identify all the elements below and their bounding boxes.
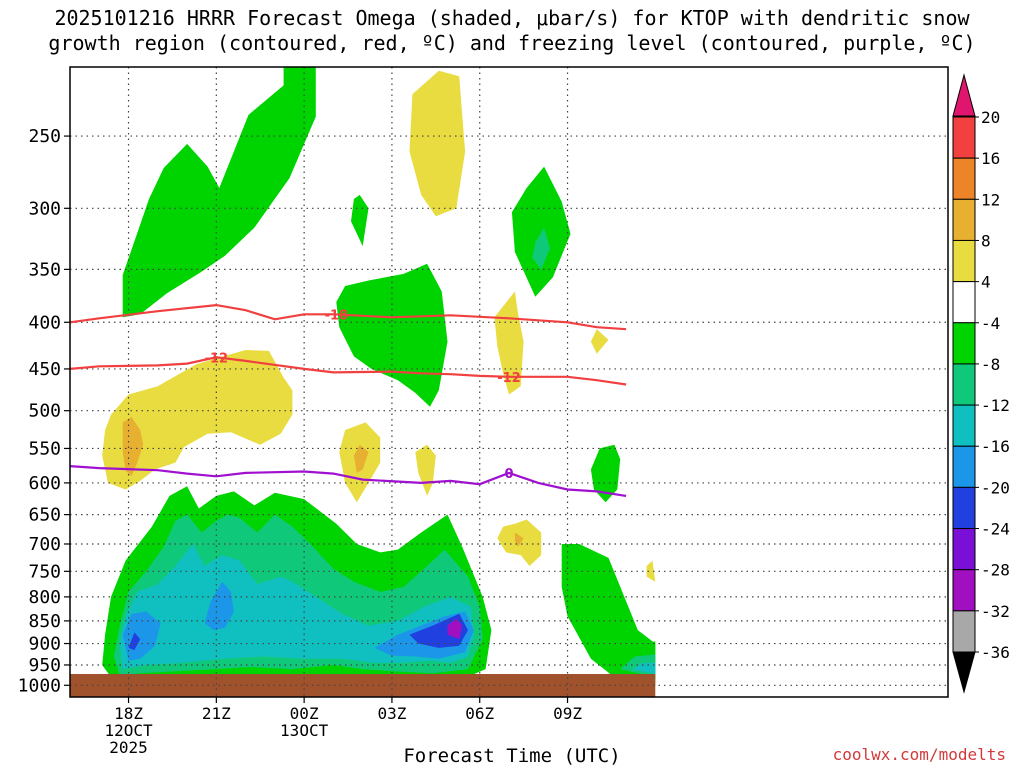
region-blue-bottom-right [631,662,656,674]
colorbar-top-arrow [952,73,976,117]
region-green-lower-right [561,544,656,686]
colorbar-segment-0 [952,116,976,159]
x-tick-label-09Z-0: 09Z [553,704,582,723]
colorbar-label-5: -4 [981,314,1000,333]
x-tick-label-18Z-2: 2025 [109,738,148,757]
colorbar-segment-3 [952,239,976,283]
colorbar-label-0: 20 [981,108,1000,127]
region-yellow-left [102,350,293,490]
colorbar-label-8: -16 [981,437,1010,456]
contour-dendritic-upper [70,303,627,331]
y-tick-label-400: 400 [28,312,61,333]
region-orange-left [122,417,144,477]
x-tick-label-00Z-0: 00Z [290,704,319,723]
colorbar-segment-12 [952,610,976,653]
x-tick-label-18Z-0: 18Z [114,704,143,723]
contour-freezing-level [70,465,627,497]
colorbar-label-3: 8 [981,231,991,250]
title-line-2: growth region (contoured, red, ºC) and f… [48,31,976,55]
y-tick-label-500: 500 [28,401,61,422]
y-tick-label-450: 450 [28,359,61,380]
region-yellow-small-mid [415,444,436,496]
credit-link[interactable]: coolwx.com/modelts [832,745,1006,764]
region-yellow-small-right [590,329,609,354]
region-orange-mid [353,444,369,473]
colorbar-label-13: -36 [981,643,1010,662]
y-tick-label-350: 350 [28,259,61,280]
region-blue-deep-center [204,581,234,631]
colorbar-segment-6 [952,363,976,406]
contour-label-freezing-level: 0 [504,467,513,482]
colorbar-bottom-arrow [952,651,976,694]
x-tick-label-03Z-0: 03Z [377,704,406,723]
y-tick-label-950: 950 [28,655,61,676]
colorbar-label-10: -24 [981,520,1010,539]
colorbar-label-1: 16 [981,149,1000,168]
y-tick-label-650: 650 [28,505,61,526]
region-green-mid [336,263,448,407]
x-tick-label-18Z-1: 12OCT [104,721,153,740]
region-dark-blue-left [128,632,141,651]
x-tick-label-06Z-0: 06Z [465,704,494,723]
colorbar-segment-9 [952,486,976,530]
region-orange-lower-right [514,532,524,547]
x-axis-label: Forecast Time (UTC) [403,745,621,767]
colorbar-segment-4 [952,281,976,324]
region-purple-right [447,618,463,640]
colorbar-label-6: -8 [981,355,1000,374]
colorbar-segment-10 [952,528,976,571]
contour-label-dendritic-upper: -18 [325,308,349,323]
y-tick-label-300: 300 [28,198,61,219]
colorbar-label-12: -32 [981,602,1010,621]
contour-dendritic-lower [70,356,627,386]
region-green-right-small [590,444,621,503]
region-green-upper-right [511,166,571,297]
colorbar-segment-8 [952,445,976,488]
x-tick-label-00Z-1: 13OCT [280,721,329,740]
region-yellow-top-mid [409,70,466,217]
contour-label-dendritic-lower-2: -12 [497,371,521,386]
y-tick-label-850: 850 [28,611,61,632]
plot-border [69,66,949,698]
contour-label-dendritic-lower: -12 [205,351,229,366]
colorbar-segment-1 [952,157,976,200]
y-tick-label-1000: 1000 [18,675,61,696]
title-line-1: 2025101216 HRRR Forecast Omega (shaded, … [54,6,970,30]
x-tick-label-21Z-0: 21Z [202,704,231,723]
y-tick-label-700: 700 [28,534,61,555]
colorbar-label-4: 4 [981,273,991,292]
colorbar-label-2: 12 [981,190,1000,209]
y-tick-label-600: 600 [28,473,61,494]
region-cyan-upper-right [532,227,550,270]
y-tick-label-750: 750 [28,561,61,582]
region-green-small-blob [351,194,369,247]
region-yellow-edge-right [646,560,656,582]
plot-area: -18 -12 -12 0 [70,67,948,697]
colorbar-segment-5 [952,322,976,365]
y-tick-label-900: 900 [28,634,61,655]
region-green-upper-left [122,67,316,318]
colorbar-segment-2 [952,198,976,241]
colorbar-label-11: -28 [981,561,1010,580]
colorbar-segment-7 [952,404,976,447]
chart-title: 2025101216 HRRR Forecast Omega (shaded, … [0,6,1024,56]
colorbar-segment-11 [952,569,976,612]
colorbar-label-7: -12 [981,396,1010,415]
y-tick-label-250: 250 [28,126,61,147]
colorbar-label-9: -20 [981,478,1010,497]
y-tick-label-800: 800 [28,587,61,608]
y-tick-label-550: 550 [28,438,61,459]
region-blue-lower-band [119,544,474,670]
